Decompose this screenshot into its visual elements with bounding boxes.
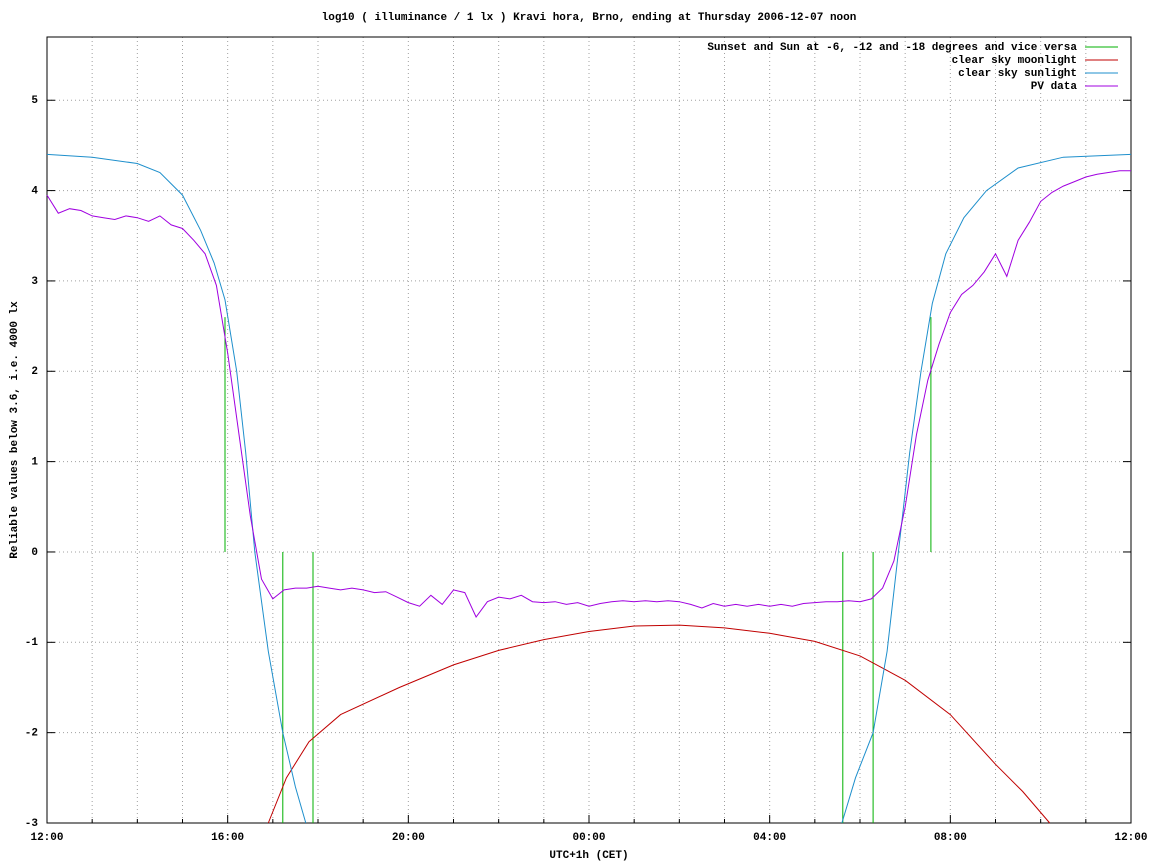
- x-tick-label: 00:00: [572, 832, 605, 844]
- series-line: [224, 317, 932, 823]
- y-tick-label: -3: [25, 818, 39, 830]
- x-tick-label: 04:00: [753, 832, 786, 844]
- y-tick-label: 2: [31, 366, 38, 378]
- y-axis-label: Reliable values below 3.6, i.e. 4000 lx: [9, 301, 21, 559]
- plot-frame: [46, 36, 1132, 824]
- x-tick-label: 16:00: [211, 832, 244, 844]
- legend-label: Sunset and Sun at -6, -12 and -18 degree…: [707, 42, 1077, 54]
- series-line: [46, 170, 1131, 618]
- x-tick-label: 08:00: [934, 832, 967, 844]
- y-tick-label: 3: [31, 276, 38, 288]
- legend-label: clear sky moonlight: [952, 55, 1077, 67]
- y-tick-label: -2: [25, 728, 38, 740]
- y-tick-label: 0: [31, 547, 38, 559]
- legend-label: clear sky sunlight: [958, 68, 1077, 80]
- x-tick-label: 20:00: [392, 832, 425, 844]
- x-tick-label: 12:00: [1114, 832, 1147, 844]
- y-tick-label: 5: [31, 95, 38, 107]
- series-line: [46, 153, 1132, 824]
- y-tick-label: 4: [31, 185, 38, 197]
- chart-title: log10 ( illuminance / 1 lx ) Kravi hora,…: [322, 12, 857, 24]
- series-line: [267, 624, 1051, 824]
- y-tick-label: 1: [31, 457, 38, 469]
- y-tick-label: -1: [25, 637, 39, 649]
- x-tick-label: 12:00: [30, 832, 63, 844]
- x-axis-label: UTC+1h (CET): [549, 850, 628, 862]
- legend-label: PV data: [1031, 81, 1078, 93]
